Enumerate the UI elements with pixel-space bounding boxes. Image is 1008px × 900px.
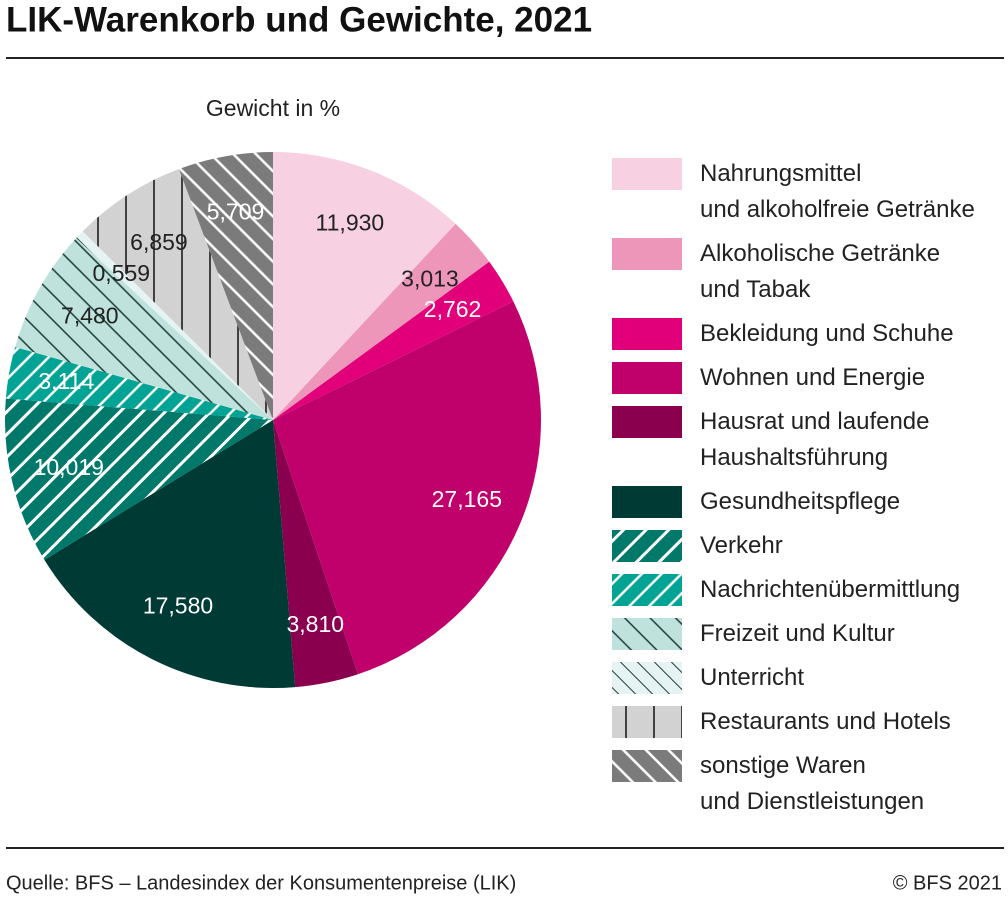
swatch [612,530,682,562]
legend-label: Restaurants und Hotels [700,708,951,735]
legend-item: Alkoholische Getränke und Tabak [612,238,1008,308]
data-label: 3,810 [286,611,344,637]
legend-swatch [612,574,682,606]
legend-item: Wohnen und Energie [612,362,1008,396]
legend-label: Nachrichtenübermittlung [700,576,961,603]
data-label: 0,559 [93,260,151,286]
swatch [612,158,682,190]
data-label: 3,013 [401,266,459,292]
legend-label: Alkoholische Getränke und Tabak [700,240,941,303]
legend-item: Nachrichtenübermittlung [612,574,1008,608]
legend-swatch [612,362,682,394]
data-label: 27,165 [432,486,502,512]
pie-slice [178,152,273,420]
pie-slice [273,223,490,420]
legend-item: Restaurants und Hotels [612,706,1008,740]
data-label: 6,859 [130,229,188,255]
data-label: 5,709 [207,198,265,224]
legend-item: Freizeit und Kultur [612,618,1008,652]
pie-slice [44,420,296,689]
legend-item: Hausrat und laufende Haushaltsführung [612,406,1008,476]
source: Quelle: BFS – Landesindex der Konsumente… [6,872,516,894]
swatch [612,662,682,694]
swatch [612,750,682,782]
swatch [612,318,682,350]
chart-title: LIK-Warenkorb und Gewichte, 2021 [6,0,592,39]
legend-item: Unterricht [612,662,1008,696]
swatch [612,618,682,650]
legend-swatch [612,618,682,650]
data-label: 11,930 [316,210,385,236]
legend-swatch [612,486,682,518]
pie-slice [5,398,274,560]
legend-item: Bekleidung und Schuhe [612,318,1008,352]
legend-label: Bekleidung und Schuhe [700,320,954,347]
legend-label: Unterricht [700,664,805,691]
legend-label: sonstige Waren und Dienstleistungen [700,752,925,815]
swatch [612,238,682,270]
legend-label: Verkehr [700,532,783,559]
data-label: 3,114 [38,368,94,394]
legend-item: Verkehr [612,530,1008,564]
legend-swatch [612,750,682,782]
pie: 11,930 3,013 2,762 27,165 3,810 17,580 10,019 3… [5,152,541,689]
swatch [612,574,682,606]
legend-label: Gesundheitspflege [700,488,901,515]
swatch [612,406,682,438]
swatch [612,362,682,394]
credit: © BFS 2021 [893,872,1002,894]
pie-slice [76,231,273,420]
legend-label: Wohnen und Energie [700,364,926,391]
subtitle: Gewicht in % [206,95,340,121]
data-label: 10,019 [34,454,104,480]
legend-swatch [612,662,682,694]
pie-slice [15,238,273,420]
data-label: 2,762 [424,296,482,322]
legend-swatch [612,158,682,190]
legend-item: Gesundheitspflege [612,486,1008,520]
pie-slice [273,301,541,675]
legend-swatch [612,530,682,562]
legend-swatch [612,318,682,350]
legend-label: Nahrungsmittel und alkoholfreie Getränke [700,160,975,223]
pie-slice [273,152,456,420]
legend-swatch [612,238,682,270]
legend-label: Hausrat und laufende Haushaltsführung [700,408,930,471]
legend-item: sonstige Waren und Dienstleistungen [612,750,1008,820]
pie-slice [5,346,274,420]
swatch [612,706,682,738]
legend-swatch [612,406,682,438]
pie-slice [273,261,514,420]
legend-item: Nahrungsmittel und alkoholfreie Getränke [612,158,1008,228]
swatch [612,486,682,518]
pie-slice [82,169,274,420]
pie-slice [273,420,358,688]
legend-label: Freizeit und Kultur [700,620,895,647]
data-label: 7,480 [61,302,119,328]
legend-swatch [612,706,682,738]
data-label: 17,580 [143,592,213,618]
